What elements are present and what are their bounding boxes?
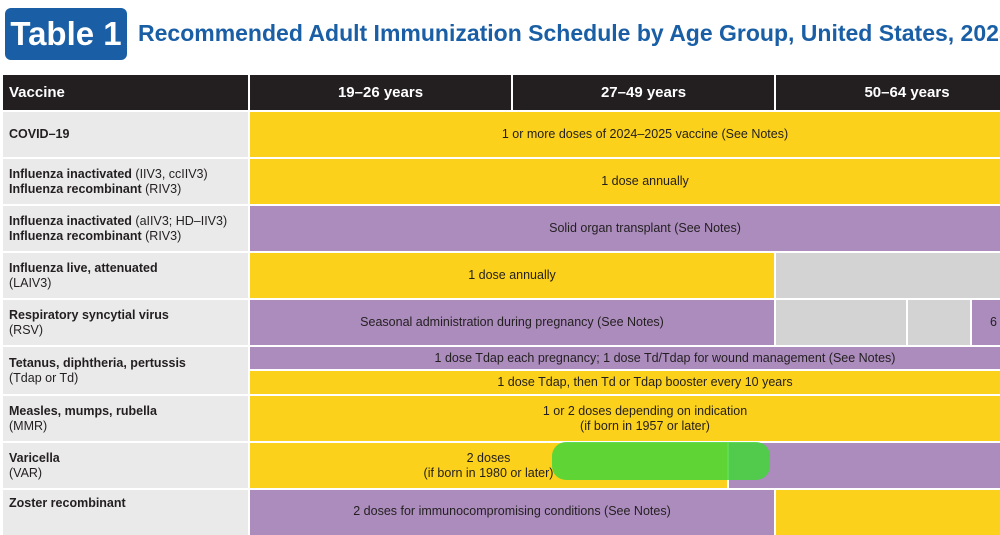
vaccine-abbrev: (IIV3, ccIIV3): [131, 166, 208, 181]
rsv-older-adult-bar: 6: [972, 300, 1000, 345]
table-number-badge: Table 1: [5, 8, 127, 60]
vaccine-name: Influenza recombinant: [9, 181, 142, 196]
influenza-high-dose-schedule-bar: Solid organ transplant (See Notes): [250, 206, 1000, 251]
row-name-tdap: Tetanus, diphtheria, pertussis (Tdap or …: [3, 347, 248, 394]
column-header-vaccine: Vaccine: [3, 75, 248, 110]
bar-label: 1 dose annually: [468, 268, 556, 282]
row-name-influenza-inactivated: Influenza inactivated (IIV3, ccIIV3) Inf…: [3, 159, 248, 204]
vaccine-name: Influenza recombinant: [9, 228, 142, 243]
vaccine-abbrev: (Tdap or Td): [9, 370, 79, 385]
row-name-rsv: Respiratory syncytial virus (RSV): [3, 300, 248, 345]
vaccine-abbrev: (RSV): [9, 322, 44, 337]
vaccine-name: Tetanus, diphtheria, pertussis: [9, 355, 186, 370]
influenza-live-schedule-bar: 1 dose annually: [250, 253, 774, 298]
page-title: Recommended Adult Immunization Schedule …: [138, 20, 1000, 46]
row-name-influenza-high-dose: Influenza inactivated (aIIV3; HD–IIV3) I…: [3, 206, 248, 251]
vaccine-name: Influenza live, attenuated: [9, 260, 158, 275]
vaccine-abbrev: (RIV3): [141, 181, 182, 196]
row-name-mmr: Measles, mumps, rubella (MMR): [3, 396, 248, 441]
column-header-50-64: 50–64 years: [776, 75, 1000, 110]
vaccine-abbrev: (VAR): [9, 465, 43, 480]
no-recommendation-cell: [776, 253, 1000, 298]
highlighter-mark: [552, 442, 770, 480]
vaccine-abbrev: (LAIV3): [9, 275, 52, 290]
varicella-indication-bar: 2: [729, 443, 1000, 488]
influenza-schedule-bar: 1 dose annually: [250, 159, 1000, 204]
zoster-schedule-bar: 2 doses for immunocompromising condition…: [250, 490, 774, 535]
tdap-pregnancy-bar: 1 dose Tdap each pregnancy; 1 dose Td/Td…: [250, 347, 1000, 369]
column-header-27-49: 27–49 years: [513, 75, 774, 110]
bar-label: 2 doses for immunocompromising condition…: [353, 504, 671, 518]
vaccine-name: Influenza inactivated: [9, 166, 132, 181]
bar-label: (if born in 1980 or later): [423, 465, 554, 480]
bar-label: 1 or 2 doses depending on indication: [542, 403, 748, 418]
row-name-varicella: Varicella (VAR): [3, 443, 248, 488]
bar-label: 1 dose annually: [601, 174, 689, 188]
tdap-booster-bar: 1 dose Tdap, then Td or Tdap booster eve…: [250, 371, 1000, 394]
bar-label: 2 doses: [466, 450, 511, 465]
covid-schedule-bar: 1 or more doses of 2024–2025 vaccine (Se…: [250, 112, 1000, 157]
vaccine-name: Influenza inactivated: [9, 213, 132, 228]
immunization-table: Vaccine 19–26 years 27–49 years 50–64 ye…: [3, 75, 1000, 535]
bar-label: Solid organ transplant (See Notes): [549, 221, 741, 235]
vaccine-name: COVID–19: [9, 127, 70, 141]
bar-label: 1 or more doses of 2024–2025 vaccine (Se…: [501, 127, 789, 141]
vaccine-abbrev: (RIV3): [141, 228, 182, 243]
bar-label: 1 dose Tdap, then Td or Tdap booster eve…: [497, 375, 793, 389]
zoster-older-adult-bar: [776, 490, 1000, 535]
vaccine-name: Measles, mumps, rubella: [9, 403, 157, 418]
vaccine-name: Zoster recombinant: [9, 496, 126, 510]
bar-label: 1 dose Tdap each pregnancy; 1 dose Td/Td…: [434, 350, 896, 365]
bar-label: 6: [990, 315, 997, 329]
vaccine-name: Varicella: [9, 450, 60, 465]
bar-label: Seasonal administration during pregnancy…: [360, 315, 664, 329]
row-name-covid: COVID–19: [3, 112, 248, 157]
row-name-influenza-live: Influenza live, attenuated (LAIV3): [3, 253, 248, 298]
column-header-19-26: 19–26 years: [250, 75, 511, 110]
no-recommendation-cell: [776, 300, 906, 345]
rsv-pregnancy-schedule-bar: Seasonal administration during pregnancy…: [250, 300, 774, 345]
bar-label: (if born in 1957 or later): [580, 418, 710, 433]
vaccine-name: Respiratory syncytial virus: [9, 307, 169, 322]
row-name-zoster: Zoster recombinant: [3, 490, 248, 535]
vaccine-abbrev: (aIIV3; HD–IIV3): [131, 213, 228, 228]
vaccine-abbrev: (MMR): [9, 418, 48, 433]
no-recommendation-cell: [908, 300, 970, 345]
mmr-schedule-bar: 1 or 2 doses depending on indication (if…: [250, 396, 1000, 441]
